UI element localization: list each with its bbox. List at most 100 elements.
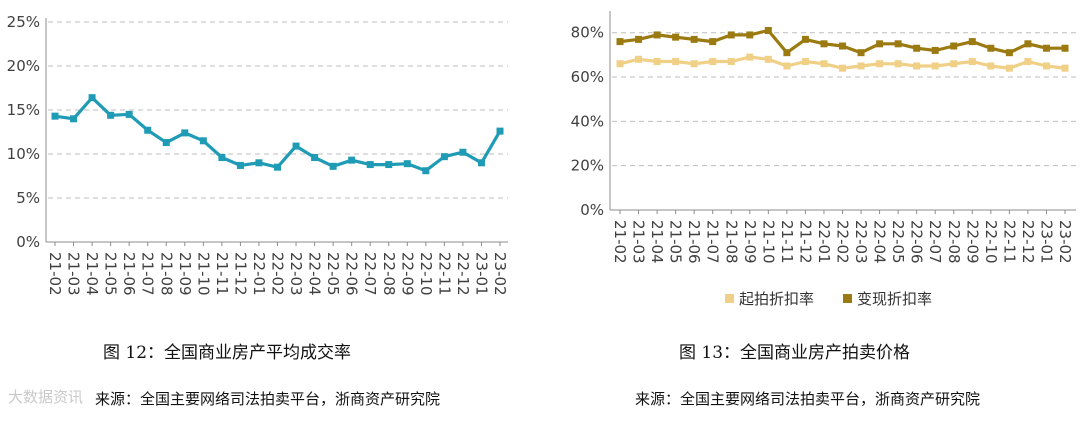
data-point [125,110,133,118]
data-point [181,129,189,137]
data-point [1005,49,1013,57]
x-tick-label: 21-06 [120,252,138,296]
data-point [329,162,337,170]
chart-auction-price-discount: 0%20%40%60%80%21-02 21-03 21-04 21-05 21-06 2… [571,11,1076,308]
y-tick-label: 10% [7,145,40,163]
x-tick-label: 22-10 [417,252,435,296]
data-point [218,154,226,162]
data-point [876,60,884,68]
data-point [162,139,170,147]
data-point [653,58,661,66]
data-point [672,33,680,41]
x-tick-label: 22-09 [963,220,981,264]
data-point [107,111,115,119]
data-point [616,60,624,68]
data-point [968,38,976,46]
x-tick-label: 21-10 [759,220,777,264]
data-point [1024,40,1032,48]
x-tick-label: 22-06 [343,252,361,296]
data-point [820,60,828,68]
y-tick-label: 60% [571,68,604,86]
data-point [1024,58,1032,66]
data-point [746,31,754,39]
x-tick-label: 21-04 [648,220,666,264]
x-tick-label: 21-02 [46,252,64,296]
data-point [1042,62,1050,70]
legend-label: 变现折扣率 [857,290,932,308]
y-tick-label: 5% [16,189,40,207]
x-tick-label: 22-09 [398,252,416,296]
x-tick-label: 21-07 [704,220,722,264]
data-point [653,31,661,39]
x-tick-label: 23-02 [1056,220,1074,264]
x-tick-label: 21-12 [796,220,814,264]
y-tick-label: 20% [571,157,604,175]
data-point [1042,44,1050,52]
data-point [727,58,735,66]
x-tick-label: 21-12 [231,252,249,296]
data-point [801,35,809,43]
data-point [236,161,244,169]
data-point [950,42,958,50]
x-tick-label: 22-08 [945,220,963,264]
data-point [968,58,976,66]
data-point [894,60,902,68]
data-point [727,31,735,39]
data-point [783,62,791,70]
y-tick-label: 25% [7,13,40,31]
y-tick-label: 20% [7,57,40,75]
x-tick-label: 21-03 [65,252,83,296]
data-point [690,35,698,43]
x-tick-label: 23-01 [1037,220,1055,264]
x-tick-label: 21-10 [194,252,212,296]
data-point [987,62,995,70]
x-tick-label: 22-02 [269,252,287,296]
x-tick-label: 22-02 [834,220,852,264]
x-tick-label: 21-05 [102,252,120,296]
x-tick-label: 22-06 [908,220,926,264]
data-point [931,62,939,70]
x-tick-label: 21-09 [176,252,194,296]
x-tick-label: 22-05 [324,252,342,296]
data-point [839,64,846,72]
data-point [1005,64,1013,72]
data-point [857,62,865,70]
data-point [876,40,884,48]
y-tick-label: 40% [571,112,604,130]
x-tick-label: 22-01 [250,252,268,296]
x-tick-label: 21-11 [213,252,231,296]
x-tick-label: 22-07 [361,252,379,296]
data-point [746,53,754,61]
data-point [496,127,504,135]
x-tick-label: 22-05 [889,220,907,264]
fig12-source: 来源：全国主要网络司法拍卖平台，浙商资产研究院 [95,390,441,408]
data-point [839,42,846,50]
x-tick-label: 21-09 [741,220,759,264]
x-tick-label: 22-08 [380,252,398,296]
chart-average-transaction-rate: 0%5%10%15%20%25%21-02 21-03 21-04 21-05 21-0… [7,13,509,296]
data-point [690,60,698,68]
legend-label: 起拍折扣率 [739,290,814,308]
data-point [366,161,374,169]
data-point [801,58,809,66]
data-point [1061,44,1069,52]
legend-marker [725,294,734,303]
x-tick-label: 22-12 [1019,220,1037,264]
x-tick-label: 21-07 [139,252,157,296]
data-point [477,159,485,167]
data-point [672,58,680,66]
x-tick-label: 22-11 [435,252,453,296]
data-point [70,115,78,123]
x-tick-label: 22-10 [982,220,1000,264]
x-tick-label: 22-03 [287,252,305,296]
data-point [440,153,448,161]
data-point [144,126,152,134]
data-point [635,55,643,63]
x-tick-label: 22-11 [1000,220,1018,264]
data-point [385,161,393,169]
watermark: 大数据资讯 [8,388,84,406]
x-tick-label: 23-02 [491,252,509,296]
fig12-title: 图 12：全国商业房产平均成交率 [103,343,352,363]
data-point [931,46,939,54]
